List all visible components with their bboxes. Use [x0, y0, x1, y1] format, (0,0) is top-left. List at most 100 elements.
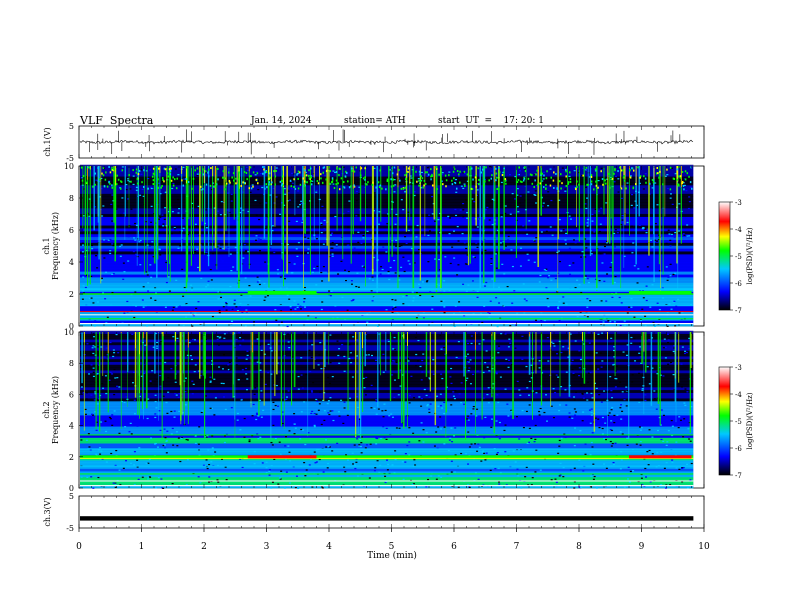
spectrogram-hf-noise — [378, 185, 381, 188]
spectrogram-speckle — [315, 449, 318, 451]
spectrogram-speckle — [521, 335, 524, 337]
spectrogram-speckle — [275, 167, 278, 169]
spectrogram-hf-noise — [396, 173, 399, 176]
spectrogram-speckle — [543, 269, 546, 271]
spectrogram-speckle — [420, 379, 423, 381]
spectrogram-speckle — [142, 195, 145, 197]
spectrogram-speckle — [141, 299, 144, 301]
spectrogram-speckle — [576, 279, 579, 281]
spectrogram-speckle — [639, 444, 642, 446]
spectrogram-hf-noise — [375, 186, 377, 189]
spectrogram-band — [80, 190, 694, 194]
spectrogram-hf-noise — [560, 173, 562, 176]
spectrogram-hf-noise — [458, 173, 460, 176]
colorbar-tick-label: -6 — [735, 280, 742, 288]
spectrogram-speckle — [125, 396, 128, 398]
spectrogram-speckle — [253, 393, 256, 395]
spectrogram-speckle — [553, 226, 556, 228]
spectrogram-speckle — [147, 290, 150, 292]
spectrogram-band — [80, 302, 694, 307]
spectrogram-speckle — [251, 435, 254, 437]
spectrogram-band — [80, 277, 694, 281]
spectrogram-speckle — [162, 395, 165, 397]
spectrogram-narrowband-line — [80, 318, 694, 320]
spectrogram-speckle — [443, 443, 446, 445]
spectrogram-speckle — [575, 391, 578, 393]
spectrogram-speckle — [132, 183, 135, 186]
spectrogram-speckle — [241, 311, 244, 313]
spectrogram-hf-noise — [152, 172, 155, 175]
spectrogram-speckle — [428, 408, 431, 410]
spectrogram-speckle — [545, 268, 548, 270]
spectrogram-speckle — [538, 414, 541, 416]
spectrogram-speckle — [117, 234, 120, 237]
spectrogram-speckle — [568, 416, 571, 418]
spectrogram-hf-noise — [141, 181, 143, 184]
spectrogram-speckle — [629, 175, 632, 177]
spectrogram-speckle — [92, 345, 95, 347]
spectrogram-band — [80, 473, 694, 478]
spectrogram-speckle — [509, 325, 512, 327]
spectrogram-hf-noise — [531, 174, 533, 177]
spectrogram-speckle — [619, 431, 622, 433]
spectrogram-speckle — [355, 461, 358, 463]
spectrogram-speckle — [261, 275, 264, 277]
spectrogram-speckle — [185, 303, 188, 305]
spectrogram-speckle — [638, 401, 641, 404]
spectrogram-hf-noise — [689, 181, 692, 184]
spectrogram-hf-noise — [281, 183, 283, 186]
spectrogram-speckle — [382, 416, 385, 418]
spectrogram-speckle — [588, 360, 591, 362]
spectrogram-hf-noise — [102, 174, 105, 177]
spectrogram-speckle — [117, 205, 120, 207]
colorbar-tick-label: -6 — [735, 445, 742, 453]
spectrogram-speckle — [625, 405, 628, 407]
spectrogram-speckle — [193, 371, 196, 373]
spectrogram-speckle — [88, 215, 91, 217]
spectrogram-speckle — [263, 353, 266, 355]
spectrogram-speckle — [154, 442, 157, 445]
spectrogram-hf-noise — [451, 183, 454, 186]
spectrogram-speckle — [290, 176, 293, 179]
spectrogram-speckle — [658, 270, 661, 272]
spectrogram-speckle — [435, 431, 438, 433]
spectrogram-speckle — [283, 204, 286, 206]
spectrogram-speckle — [238, 332, 241, 334]
spectrogram-speckle — [281, 411, 284, 413]
spectrogram-speckle — [313, 412, 316, 415]
spectrogram-speckle — [616, 414, 619, 416]
spectrogram-speckle — [303, 287, 306, 289]
spectrogram-hf-noise — [265, 183, 268, 186]
spectrogram-hf-noise — [620, 169, 623, 172]
spectrogram-speckle — [332, 419, 335, 422]
spectrogram-speckle — [154, 332, 157, 335]
spectrogram-speckle — [92, 371, 95, 373]
spectrogram-speckle — [638, 372, 641, 375]
spectrogram-speckle — [488, 312, 491, 314]
spectrogram-speckle — [462, 283, 465, 285]
spectrogram-hf-noise — [637, 166, 639, 169]
spectrogram-speckle — [133, 237, 136, 239]
spectrogram-speckle — [348, 184, 351, 186]
spectrogram-speckle — [316, 400, 319, 402]
spectrogram-hf-noise — [523, 166, 526, 169]
spectrogram-speckle — [114, 486, 117, 488]
spectrogram-speckle — [607, 320, 610, 322]
spectrogram-speckle — [164, 191, 167, 193]
spectrogram-hf-noise — [103, 185, 106, 188]
spectrogram-speckle — [217, 244, 220, 246]
start-time: start UT = 17: 20: 1 — [438, 116, 544, 126]
spectrogram-hf-noise — [207, 171, 209, 174]
spectrogram-speckle — [504, 205, 507, 207]
spectrogram-speckle — [476, 246, 479, 248]
spectrogram-speckle — [119, 255, 122, 257]
spectrogram-speckle — [508, 338, 511, 340]
spectrogram-speckle — [469, 359, 472, 361]
spectrogram-band — [80, 420, 694, 424]
spectrogram-speckle — [452, 395, 455, 397]
spectrogram-speckle — [206, 467, 209, 470]
spectrogram-speckle — [218, 337, 221, 339]
spectrogram-speckle — [256, 281, 259, 283]
spectrogram-speckle — [465, 379, 468, 382]
spectrogram-speckle — [285, 398, 288, 400]
